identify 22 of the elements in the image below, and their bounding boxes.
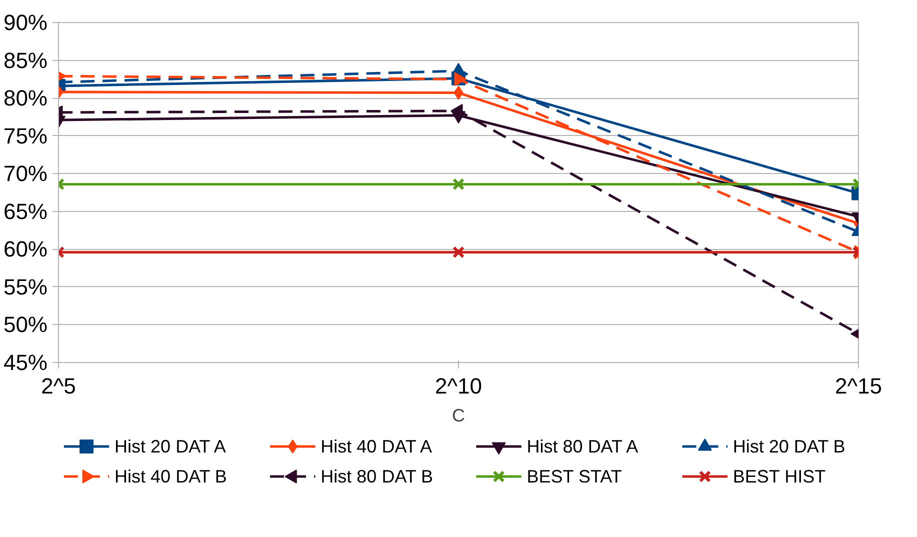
y-tick-label: 75% <box>3 123 48 148</box>
x-tick-label: 2^15 <box>834 374 882 398</box>
x-tick-label: 2^10 <box>434 374 482 398</box>
legend-label: Hist 80 DAT B <box>320 466 434 486</box>
legend-label: Hist 20 DAT B <box>732 436 846 456</box>
y-tick-label: 45% <box>3 350 48 375</box>
legend-label: Hist 20 DAT A <box>114 436 226 456</box>
y-tick-label: 70% <box>3 161 48 186</box>
legend-label: Hist 80 DAT A <box>526 436 638 456</box>
y-tick-label: 90% <box>3 10 48 35</box>
y-tick-label: 50% <box>3 312 48 338</box>
x-axis-title: C <box>452 406 465 426</box>
y-tick-label: 65% <box>3 198 48 224</box>
legend-label: Hist 40 DAT B <box>114 466 227 486</box>
legend-label: Hist 40 DAT A <box>320 436 432 456</box>
x-tick-label: 2^5 <box>41 374 76 398</box>
legend-label: BEST STAT <box>526 466 622 486</box>
y-tick-label: 85% <box>3 48 48 73</box>
y-tick-label: 80% <box>3 86 48 111</box>
y-tick-label: 60% <box>3 236 48 262</box>
y-tick-label: 55% <box>3 274 48 300</box>
legend-label: BEST HIST <box>732 466 826 486</box>
